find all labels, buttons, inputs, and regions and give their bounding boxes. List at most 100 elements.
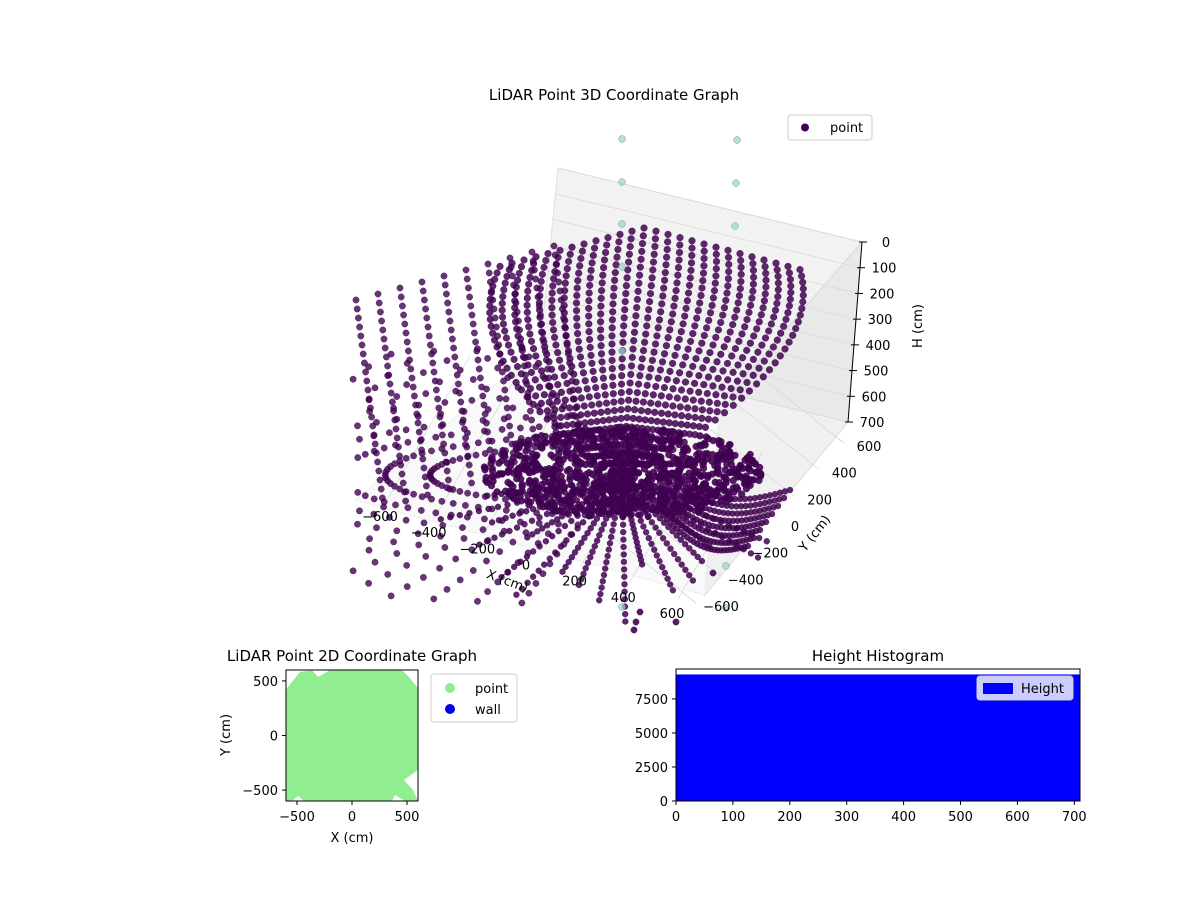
point-marker [601,391,609,399]
point-marker [504,341,513,349]
point-marker [523,508,530,515]
point-marker [527,498,535,506]
point-marker [620,505,629,513]
point-marker [657,308,665,316]
point-marker [352,296,360,304]
point-marker [574,465,582,473]
point-marker [469,320,477,328]
point-marker [541,466,550,474]
point-marker [387,389,395,397]
point-marker [404,438,412,446]
point-marker [542,538,550,545]
point-marker [534,403,542,410]
point-marker [556,287,564,295]
point-marker [751,460,759,468]
point-marker [567,491,575,499]
point-marker [659,418,667,426]
point-marker [663,540,670,547]
point-marker [724,282,732,290]
point-marker [659,444,667,452]
point-marker [705,398,713,406]
point-marker [686,545,693,552]
point-marker [664,575,671,582]
point-marker [650,250,658,258]
point-marker [609,527,616,534]
point-marker [540,263,548,271]
z-gridline [545,296,853,371]
point-marker [509,404,517,412]
point-marker [550,242,558,250]
point-marker [615,423,623,431]
point-marker [549,533,556,540]
point-marker [691,379,699,387]
point-marker [475,507,483,515]
point-marker [724,275,732,283]
point-marker [653,332,661,340]
point-marker [557,388,565,396]
point-marker [549,401,556,409]
point-marker [407,365,415,373]
point-marker [498,531,506,538]
point-marker [627,510,635,518]
legend-label-point-2d: point [475,682,508,697]
point-marker [676,241,684,249]
point-marker [554,269,561,277]
point-marker [380,444,388,452]
point-marker [636,511,644,519]
axes-2d-ticks: −500 0 500 −500 0 500 [242,675,419,825]
y-tick-label-hist: 7500 [635,693,668,708]
series-point-area [286,670,418,801]
point-marker [517,335,525,343]
point-marker [700,240,708,248]
point-marker [364,386,372,394]
point-marker [535,423,543,431]
point-marker [632,397,640,405]
point-marker [561,279,569,287]
point-marker [597,302,605,310]
point-marker [608,356,616,364]
point-marker [729,401,737,409]
point-marker [667,318,675,326]
point-marker [645,452,653,460]
point-marker [572,307,581,315]
point-marker [516,492,524,500]
point-marker [701,496,710,504]
point-marker [672,287,680,295]
point-marker [554,349,562,357]
point-marker [580,570,587,578]
point-marker [524,579,531,586]
point-marker [560,402,568,410]
histogram-legend: Height [976,675,1074,701]
point-marker [648,274,656,282]
point-marker [598,287,606,295]
point-marker [577,254,585,263]
point-marker [763,538,770,545]
point-marker [682,304,690,312]
point-marker [574,330,582,338]
point-marker [551,441,559,449]
point-marker [632,312,640,320]
point-marker [676,403,684,411]
point-marker [581,534,588,542]
point-marker [604,234,612,242]
point-marker [490,305,498,313]
point-marker [475,365,483,373]
point-marker [639,232,647,240]
point-marker [501,327,509,335]
point-marker [702,433,710,441]
point-marker [473,347,481,355]
point-marker [712,250,720,258]
point-marker [581,425,589,433]
point-marker [799,278,807,286]
point-marker [599,578,606,585]
point-marker [597,318,605,326]
point-marker [565,350,572,358]
point-marker [467,470,474,478]
point-marker [691,477,699,485]
point-marker [657,409,666,417]
point-marker [495,341,503,349]
point-marker [444,299,451,307]
y-gridline [678,404,795,497]
point-marker [524,491,532,499]
point-marker [621,588,628,595]
